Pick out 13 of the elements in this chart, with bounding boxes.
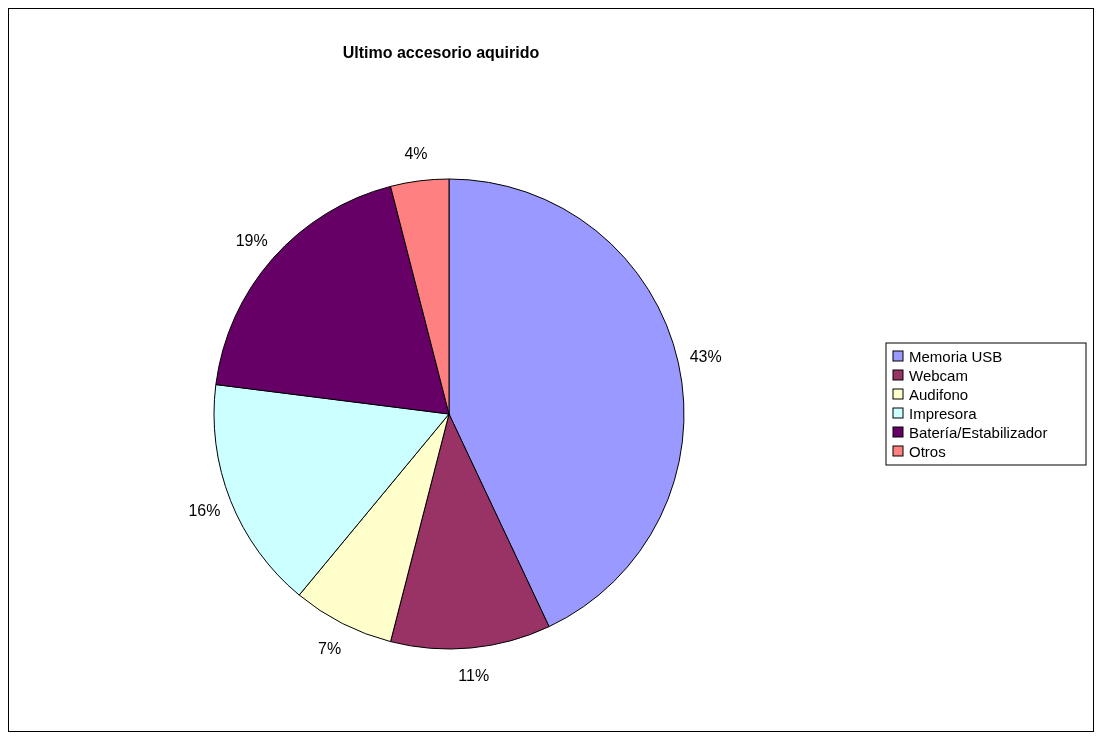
legend-label: Otros: [909, 442, 946, 460]
legend-label: Audifono: [909, 385, 969, 403]
data-label: 19%: [235, 231, 268, 249]
chart-title: Ultimo accesorio aquirido: [342, 44, 540, 61]
data-label: 16%: [188, 502, 221, 520]
data-label: 4%: [404, 144, 428, 162]
legend-label: Webcam: [909, 366, 968, 384]
legend-label: Batería/Estabilizador: [909, 423, 1048, 441]
legend-label: Impresora: [909, 404, 978, 422]
data-label: 7%: [318, 639, 342, 657]
data-label: 11%: [458, 667, 490, 685]
data-label: 43%: [689, 348, 722, 366]
legend-label: Memoria USB: [909, 347, 1003, 365]
